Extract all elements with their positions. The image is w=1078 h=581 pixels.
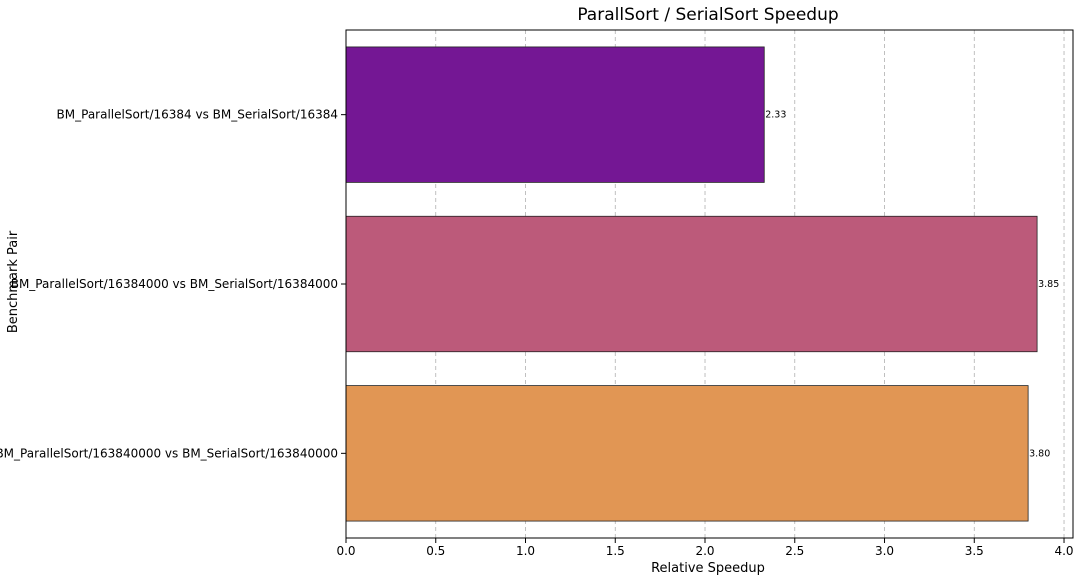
y-axis-label: Benchmark Pair [6, 230, 21, 333]
x-tick-label: 0.5 [426, 544, 445, 558]
labels: 0.0 0.5 1.0 1.5 2.0 2.5 3.0 3.5 4.0 BM_ParallelSo… [0, 108, 1074, 558]
chart-title: ParallSort / SerialSort Speedup [577, 5, 838, 25]
bar-3 [345, 385, 1029, 522]
x-tick-label: 1.5 [606, 544, 625, 558]
x-tick-label: 4.0 [1054, 544, 1073, 558]
bars [345, 46, 1038, 522]
y-tick-label: BM_ParallelSort/16384000 vs BM_SerialSor… [11, 277, 338, 291]
x-tick-label: 3.5 [965, 544, 984, 558]
x-tick-label: 2.0 [695, 544, 714, 558]
bar-value-label: 2.33 [765, 110, 786, 121]
x-axis-label: Relative Speedup [651, 561, 765, 576]
plot-frame [345, 29, 1074, 539]
y-tick-label: BM_ParallelSort/163840000 vs BM_SerialSo… [0, 446, 338, 460]
x-tick-label: 1.0 [516, 544, 535, 558]
bar-value-label: 3.85 [1038, 279, 1059, 290]
bar-2 [345, 215, 1038, 353]
x-tick-label: 3.0 [875, 544, 894, 558]
x-tick-label: 0.0 [336, 544, 355, 558]
y-tick-label: BM_ParallelSort/16384 vs BM_SerialSort/1… [57, 108, 338, 122]
x-tick-label: 2.5 [785, 544, 804, 558]
bar-value-label: 3.80 [1029, 448, 1050, 459]
bar-1 [345, 46, 765, 183]
